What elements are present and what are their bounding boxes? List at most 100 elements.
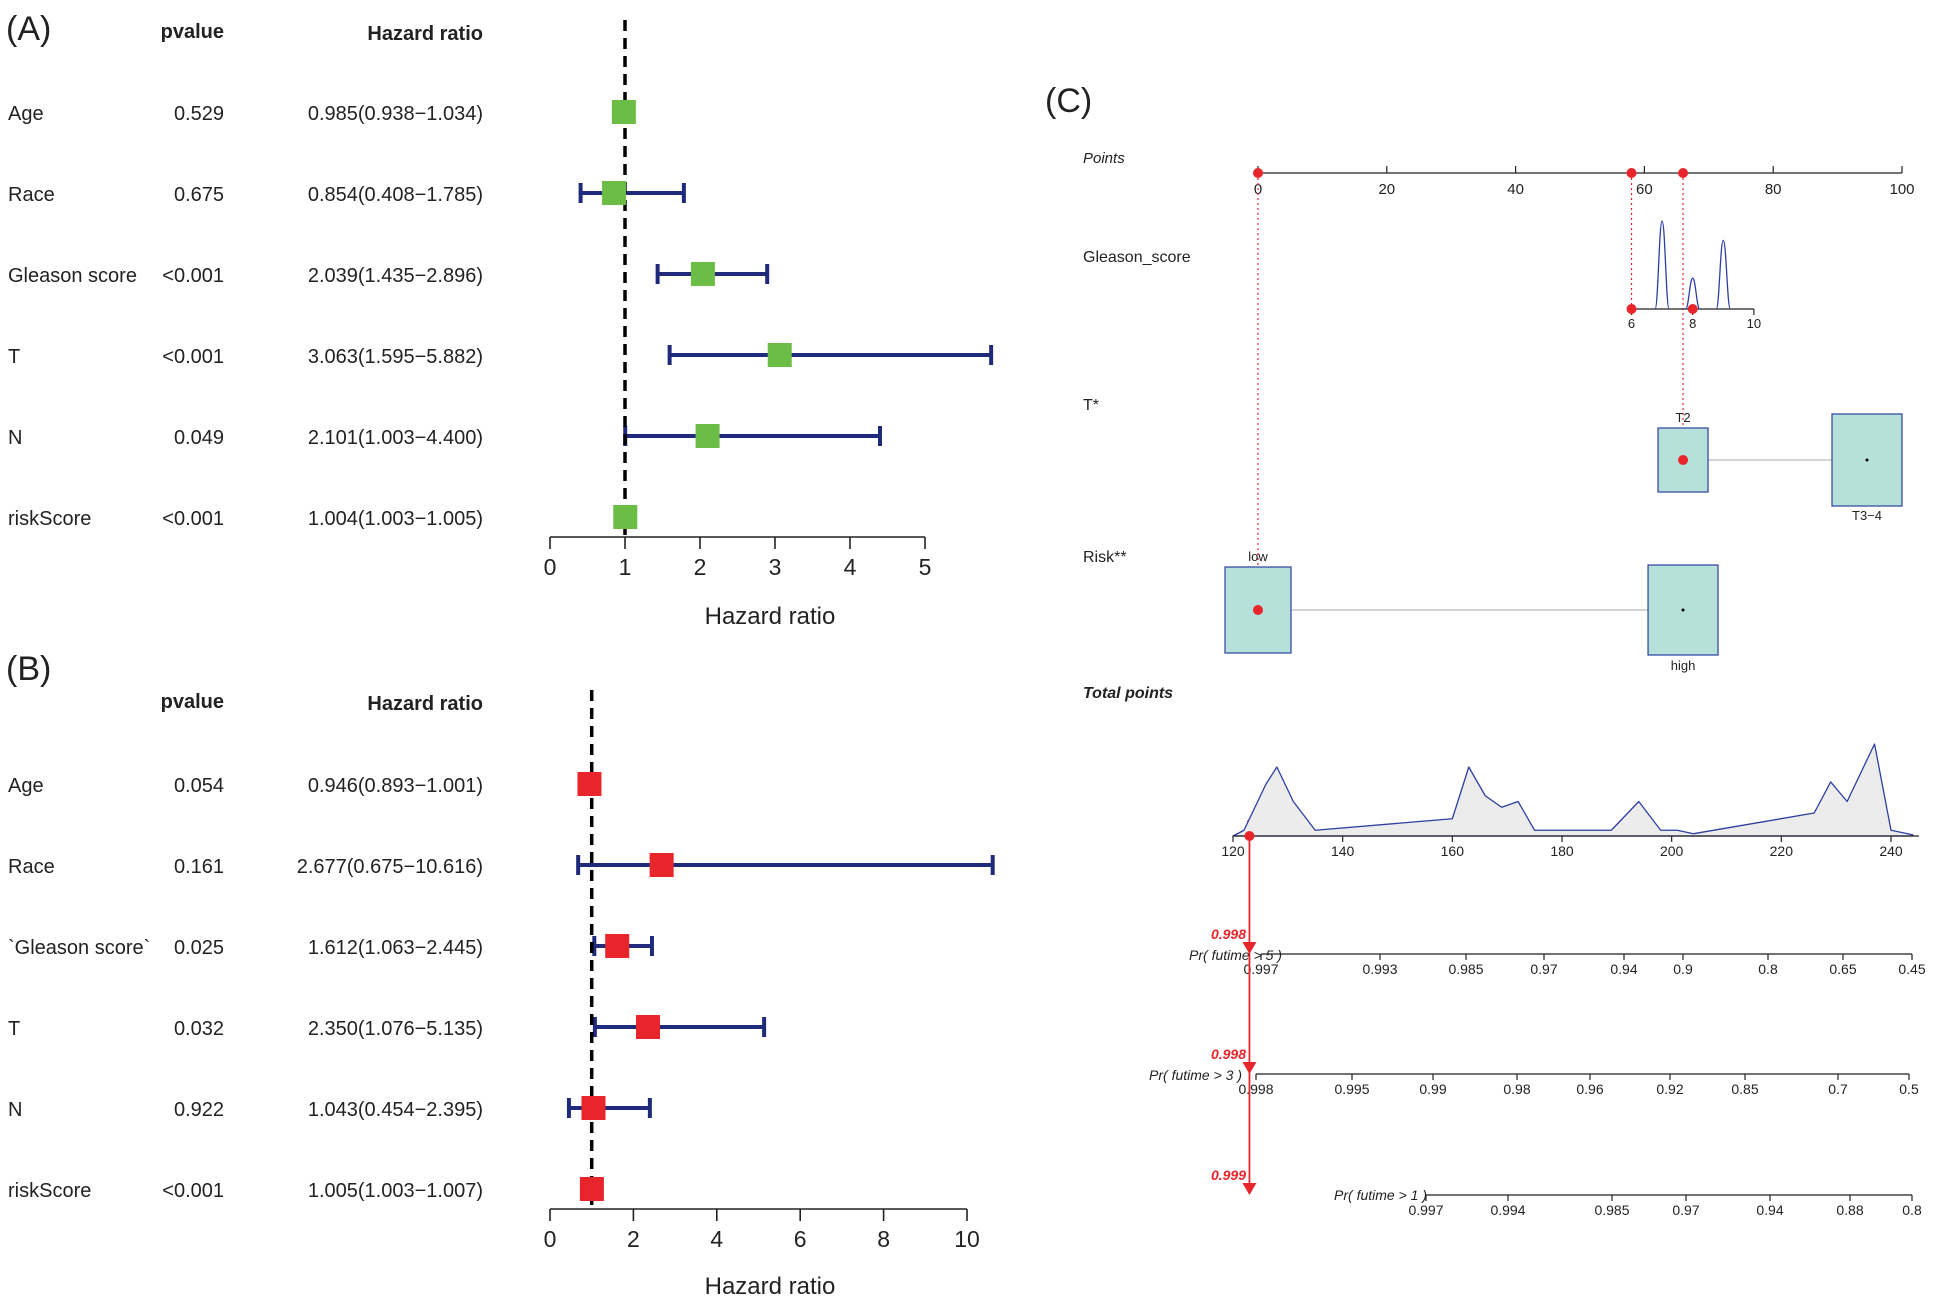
row-pvalue: 0.922	[174, 1099, 224, 1121]
row-pvalue: <0.001	[162, 265, 224, 287]
gleason-tick-label: 6	[1628, 316, 1635, 331]
row-pvalue: 0.025	[174, 937, 224, 959]
total-tick-label: 200	[1660, 843, 1684, 859]
points-tick-label: 40	[1507, 181, 1524, 198]
hr-marker	[577, 772, 602, 796]
hr-marker	[767, 343, 792, 367]
row-pvalue: 0.054	[174, 775, 224, 797]
panel-c-label: (C)	[1045, 82, 1092, 120]
hr-marker	[611, 100, 636, 124]
surv3-tick-label: 0.92	[1656, 1081, 1683, 1097]
surv1-tick-label: 0.994	[1490, 1202, 1525, 1218]
hr-marker	[602, 181, 627, 205]
prediction-arrow-head	[1242, 1183, 1257, 1195]
surv1-tick-label: 0.94	[1756, 1202, 1783, 1218]
surv3-tick-label: 0.85	[1731, 1081, 1758, 1097]
surv1-tick-label: 0.97	[1672, 1202, 1699, 1218]
surv3-tick-label: 0.998	[1238, 1081, 1273, 1097]
points-tick-label: 60	[1636, 181, 1653, 198]
surv5-tick-label: 0.8	[1758, 961, 1778, 977]
hr-marker	[690, 262, 715, 286]
x-tick-label: 3	[769, 554, 782, 580]
hr-marker	[649, 853, 674, 877]
surv5-value-label: 0.998	[1211, 926, 1246, 942]
points-tick-label: 100	[1889, 181, 1914, 198]
x-tick-label: 8	[877, 1226, 890, 1252]
hr-marker	[613, 505, 638, 529]
gleason-density-peak	[1654, 220, 1670, 310]
surv1-tick-label: 0.8	[1902, 1202, 1922, 1218]
points-tick-label: 20	[1378, 181, 1395, 198]
gleason-density-peak	[1685, 277, 1701, 310]
row-pvalue: 0.161	[174, 856, 224, 878]
surv5-tick-label: 0.65	[1829, 961, 1856, 977]
x-tick-label: 2	[627, 1226, 640, 1252]
surv3-value-label: 0.998	[1211, 1046, 1246, 1062]
row-name: Age	[8, 103, 44, 125]
surv5-tick-label: 0.45	[1898, 961, 1925, 977]
total-tick-label: 120	[1221, 843, 1245, 859]
row-name: `Gleason score`	[8, 937, 150, 959]
row-pvalue: 0.675	[174, 184, 224, 206]
x-tick-label: 1	[619, 554, 632, 580]
prediction-arrow-head	[1242, 942, 1257, 954]
surv1-label: Pr( futime > 1 )	[1334, 1187, 1427, 1203]
risk-level-label: low	[1248, 549, 1268, 564]
nomogram: Points Gleason_score T* Risk** Total poi…	[1083, 150, 1926, 1218]
gleason-selected-dot	[1626, 304, 1637, 314]
gleason-selected-dot	[1687, 304, 1698, 314]
total-tick-label: 160	[1441, 843, 1465, 859]
surv3-label: Pr( futime > 3 )	[1149, 1067, 1242, 1083]
risk-selected-dot	[1253, 605, 1263, 615]
surv5-tick-label: 0.9	[1673, 961, 1693, 977]
tstage-level-label: T3−4	[1852, 508, 1882, 523]
row-hr-text: 3.063(1.595−5.882)	[308, 346, 483, 368]
header-hr-b: Hazard ratio	[367, 693, 483, 715]
total-density	[1232, 743, 1914, 837]
xlabel-b: Hazard ratio	[705, 1273, 836, 1300]
surv5-label: Pr( futime > 5 )	[1189, 947, 1282, 963]
total-tick-label: 180	[1550, 843, 1574, 859]
surv5-tick-label: 0.993	[1362, 961, 1397, 977]
tstage-label: T*	[1083, 397, 1099, 414]
row-pvalue: 0.049	[174, 427, 224, 449]
x-tick-label: 10	[954, 1226, 980, 1252]
gleason-label: Gleason_score	[1083, 249, 1191, 266]
xlabel-a: Hazard ratio	[705, 603, 836, 630]
row-hr-text: 1.004(1.003−1.005)	[308, 508, 483, 530]
row-pvalue: 0.032	[174, 1018, 224, 1040]
row-hr-text: 2.039(1.435−2.896)	[308, 265, 483, 287]
x-tick-label: 4	[844, 554, 857, 580]
x-tick-label: 5	[919, 554, 932, 580]
row-hr-text: 2.350(1.076−5.135)	[308, 1018, 483, 1040]
surv5-tick-label: 0.985	[1448, 961, 1483, 977]
total-tick-label: 220	[1770, 843, 1794, 859]
surv1-value-label: 0.999	[1211, 1167, 1246, 1183]
row-hr-text: 2.101(1.003−4.400)	[308, 427, 483, 449]
surv3-tick-label: 0.995	[1334, 1081, 1369, 1097]
forest-plot-a: pvalue Hazard ratio Hazard ratio Age 0.52…	[8, 20, 994, 630]
gleason-tick-label: 10	[1747, 316, 1761, 331]
hr-marker	[695, 424, 720, 448]
row-name: riskScore	[8, 1180, 91, 1202]
row-hr-text: 0.985(0.938−1.034)	[308, 103, 483, 125]
row-name: T	[8, 1018, 20, 1040]
total-points-label: Total points	[1083, 685, 1173, 702]
row-pvalue: <0.001	[162, 1180, 224, 1202]
hr-marker	[579, 1177, 604, 1201]
row-hr-text: 1.612(1.063−2.445)	[308, 937, 483, 959]
risk-level-label: high	[1671, 658, 1696, 673]
panel-a-label: (A)	[6, 10, 51, 48]
row-hr-text: 0.854(0.408−1.785)	[308, 184, 483, 206]
x-tick-label: 6	[794, 1226, 807, 1252]
hr-marker	[635, 1015, 660, 1039]
surv3-tick-label: 0.96	[1576, 1081, 1603, 1097]
row-name: T	[8, 346, 20, 368]
row-name: Age	[8, 775, 44, 797]
gleason-density-peak	[1715, 239, 1731, 310]
row-name: N	[8, 427, 22, 449]
surv1-tick-label: 0.997	[1408, 1202, 1443, 1218]
risk-center-dot	[1681, 608, 1685, 612]
gleason-tick-label: 8	[1689, 316, 1696, 331]
